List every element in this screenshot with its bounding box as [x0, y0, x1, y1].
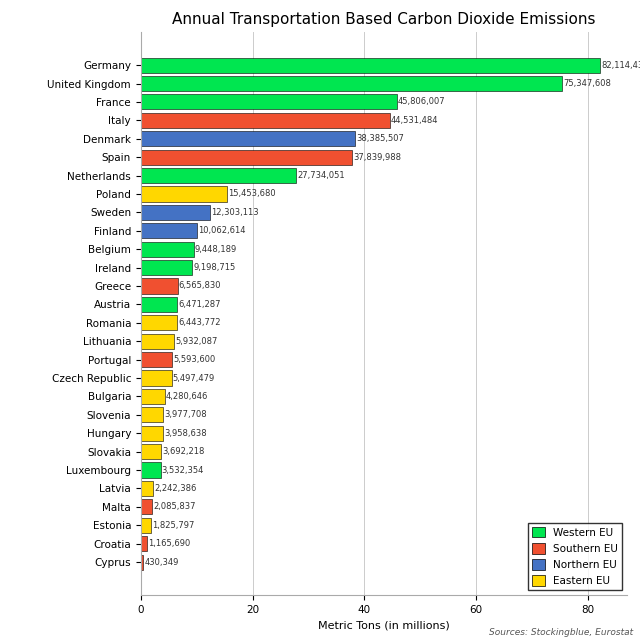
- Bar: [141, 518, 151, 532]
- Text: 6,565,830: 6,565,830: [179, 282, 221, 291]
- Bar: [141, 426, 163, 441]
- Text: 3,958,638: 3,958,638: [164, 429, 207, 438]
- Text: 10,062,614: 10,062,614: [198, 227, 246, 236]
- Bar: [141, 536, 147, 551]
- Text: 6,443,772: 6,443,772: [178, 318, 220, 327]
- Text: 15,453,680: 15,453,680: [228, 189, 276, 198]
- Text: 45,806,007: 45,806,007: [398, 97, 445, 106]
- Bar: [141, 260, 192, 275]
- Bar: [141, 76, 562, 91]
- Bar: [141, 297, 177, 312]
- Text: 9,448,189: 9,448,189: [195, 244, 237, 253]
- Bar: [141, 499, 152, 515]
- Text: 82,114,439: 82,114,439: [601, 61, 640, 70]
- Bar: [141, 481, 154, 496]
- Text: 2,085,837: 2,085,837: [154, 502, 196, 511]
- Text: 75,347,608: 75,347,608: [563, 79, 611, 88]
- Bar: [141, 113, 390, 128]
- Text: 1,165,690: 1,165,690: [148, 539, 191, 548]
- X-axis label: Metric Tons (in millions): Metric Tons (in millions): [318, 620, 450, 630]
- Bar: [141, 316, 177, 330]
- Bar: [141, 444, 161, 459]
- Bar: [141, 371, 172, 385]
- Bar: [141, 463, 161, 477]
- Text: 3,692,218: 3,692,218: [163, 447, 205, 456]
- Text: 430,349: 430,349: [145, 557, 179, 566]
- Bar: [141, 95, 397, 109]
- Bar: [141, 407, 163, 422]
- Bar: [141, 168, 296, 183]
- Title: Annual Transportation Based Carbon Dioxide Emissions: Annual Transportation Based Carbon Dioxi…: [172, 12, 596, 27]
- Bar: [141, 242, 194, 257]
- Bar: [141, 150, 353, 164]
- Text: 9,198,715: 9,198,715: [193, 263, 236, 272]
- Text: 44,531,484: 44,531,484: [391, 116, 438, 125]
- Text: 6,471,287: 6,471,287: [178, 300, 221, 309]
- Text: 5,497,479: 5,497,479: [173, 374, 215, 383]
- Bar: [141, 278, 177, 294]
- Text: 12,303,113: 12,303,113: [211, 208, 259, 217]
- Bar: [141, 554, 143, 570]
- Bar: [141, 58, 600, 73]
- Text: 5,593,600: 5,593,600: [173, 355, 216, 364]
- Text: 2,242,386: 2,242,386: [154, 484, 197, 493]
- Text: 38,385,507: 38,385,507: [356, 134, 404, 143]
- Text: 3,532,354: 3,532,354: [162, 465, 204, 474]
- Bar: [141, 389, 164, 404]
- Text: 1,825,797: 1,825,797: [152, 521, 195, 530]
- Bar: [141, 205, 209, 220]
- Legend: Western EU, Southern EU, Northern EU, Eastern EU: Western EU, Southern EU, Northern EU, Ea…: [528, 523, 622, 590]
- Text: 3,977,708: 3,977,708: [164, 410, 207, 419]
- Text: 4,280,646: 4,280,646: [166, 392, 208, 401]
- Text: 5,932,087: 5,932,087: [175, 337, 218, 346]
- Bar: [141, 223, 197, 238]
- Text: 27,734,051: 27,734,051: [297, 171, 344, 180]
- Bar: [141, 131, 355, 147]
- Text: Sources: Stockingblue, Eurostat: Sources: Stockingblue, Eurostat: [490, 628, 634, 637]
- Bar: [141, 352, 172, 367]
- Bar: [141, 333, 174, 349]
- Text: 37,839,988: 37,839,988: [353, 153, 401, 162]
- Bar: [141, 186, 227, 202]
